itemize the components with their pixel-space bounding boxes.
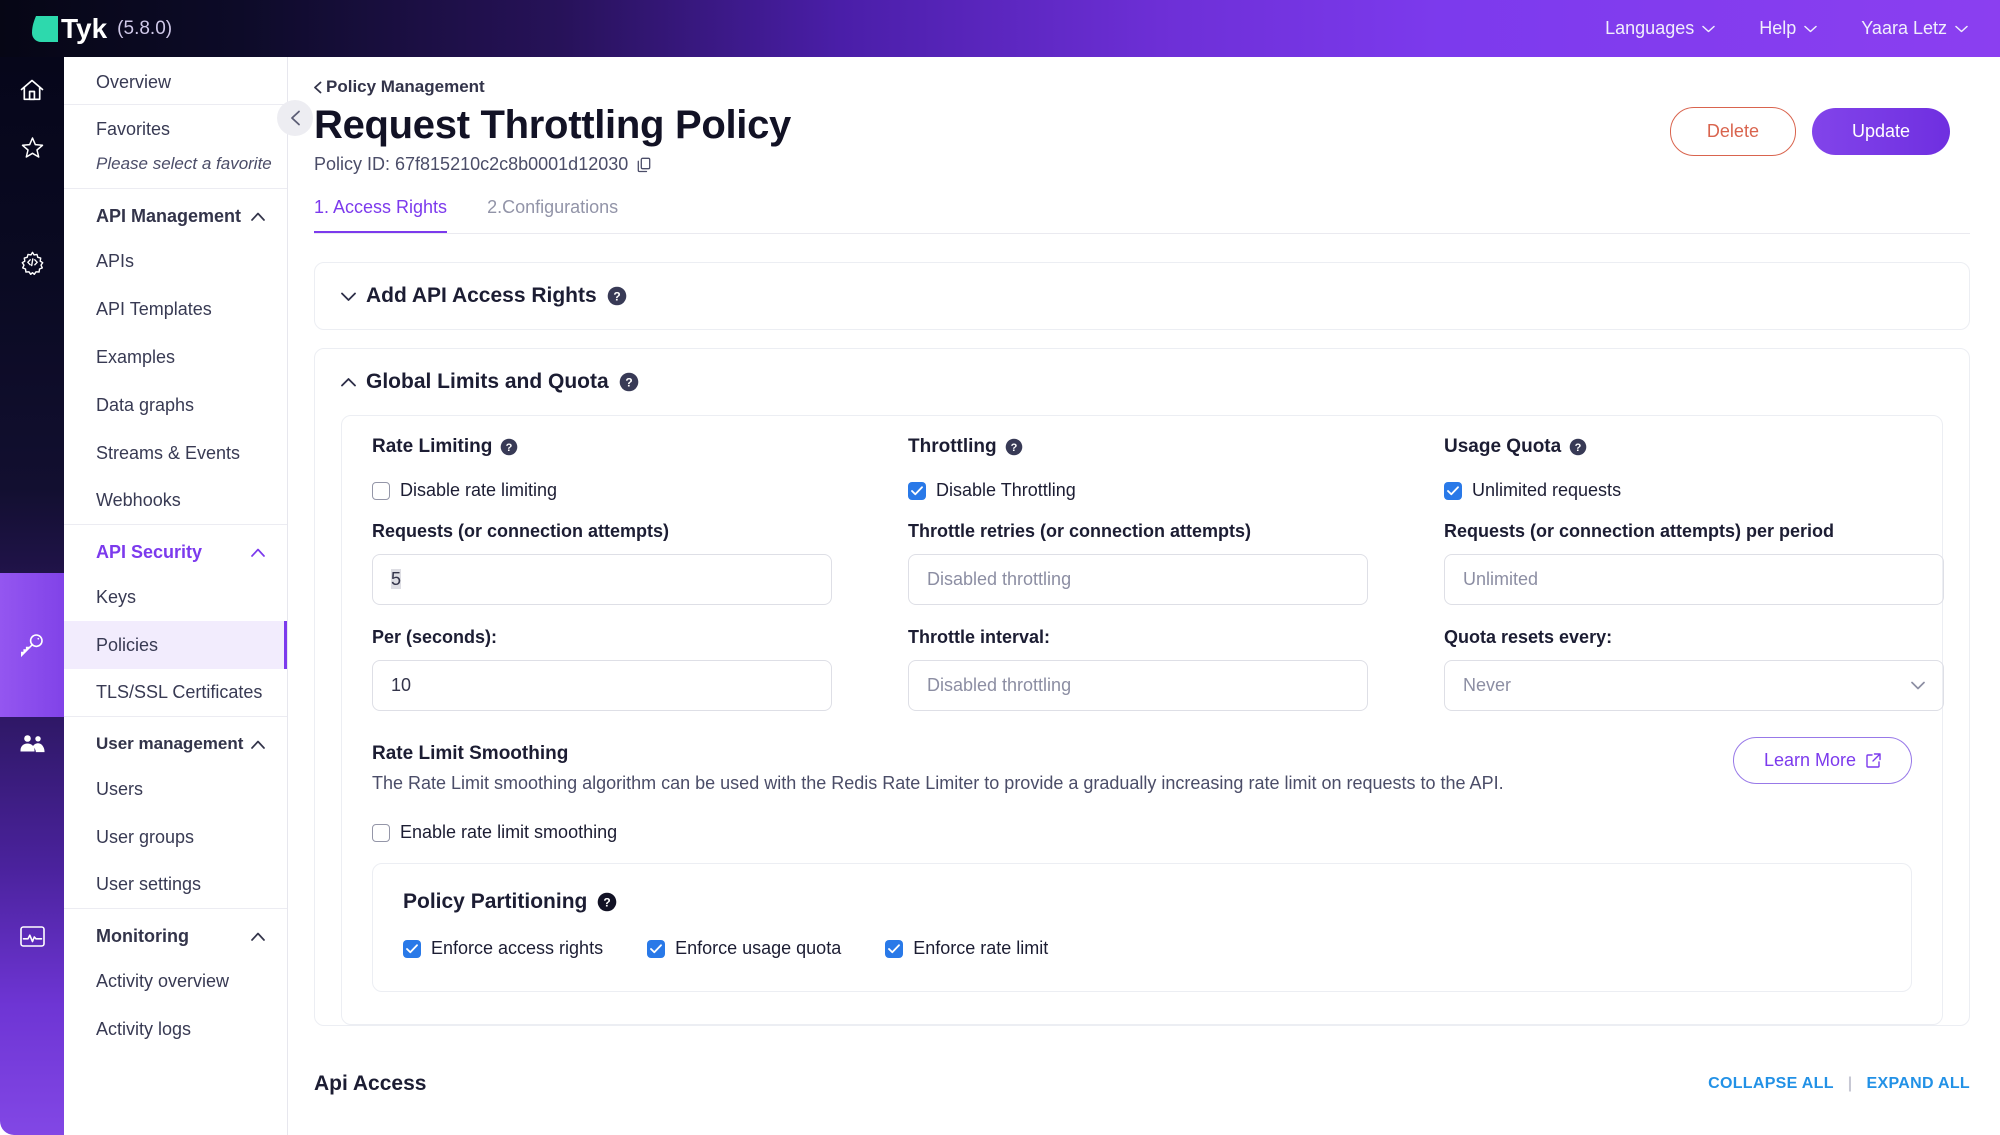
- svg-text:?: ?: [625, 376, 632, 390]
- svg-text:?: ?: [613, 290, 620, 304]
- svg-text:?: ?: [506, 442, 513, 454]
- svg-text:?: ?: [1010, 442, 1017, 454]
- svg-text:?: ?: [1575, 442, 1582, 454]
- svg-text:?: ?: [604, 896, 611, 910]
